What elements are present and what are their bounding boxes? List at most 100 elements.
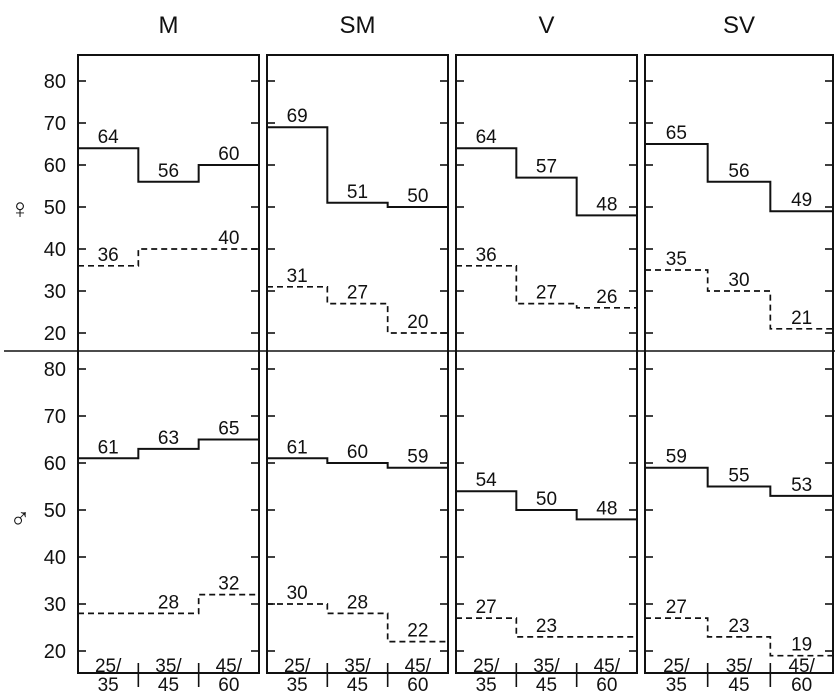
y-tick-label-female-40: 40 xyxy=(44,239,66,261)
data-label-dashed-male: 22 xyxy=(407,621,428,642)
step-line-dashed-female-v xyxy=(456,264,637,309)
step-line-dashed-female-sv xyxy=(645,269,833,330)
data-label-solid-female: 51 xyxy=(347,182,368,203)
data-label-dashed-female: 27 xyxy=(347,283,368,304)
data-label-solid-male: 60 xyxy=(347,442,368,463)
y-tick-label-male-20: 20 xyxy=(44,641,66,663)
data-label-dashed-male: 19 xyxy=(791,635,812,656)
x-category-label: 25/35 xyxy=(284,656,311,695)
x-category-label: 45/60 xyxy=(594,656,621,695)
panel-frame-1 xyxy=(266,54,449,674)
data-label-solid-male: 50 xyxy=(536,489,557,510)
data-label-solid-female: 48 xyxy=(596,194,617,215)
step-line-dashed-female-m xyxy=(78,248,259,267)
panel-title-sv: SV xyxy=(723,12,755,39)
y-tick-label-female-20: 20 xyxy=(44,323,66,345)
data-label-dashed-male: 23 xyxy=(536,616,557,637)
data-label-dashed-male: 30 xyxy=(287,583,308,604)
data-label-solid-female: 57 xyxy=(536,157,557,178)
data-label-solid-female: 56 xyxy=(158,161,179,182)
x-category-label: 25/35 xyxy=(95,656,122,695)
y-tick-label-female-50: 50 xyxy=(44,197,66,219)
data-label-dashed-male: 28 xyxy=(158,592,179,613)
step-line-solid-male-m xyxy=(78,438,259,460)
data-label-dashed-male: 28 xyxy=(347,592,368,613)
step-line-dashed-male-v xyxy=(456,617,637,638)
panel-title-m: M xyxy=(159,12,179,39)
axis-ticks xyxy=(78,80,833,687)
y-tick-label-female-30: 30 xyxy=(44,281,66,303)
panel-frames xyxy=(4,54,835,674)
x-category-label: 45/60 xyxy=(405,656,432,695)
data-label-dashed-female: 31 xyxy=(287,266,308,287)
data-label-dashed-female: 30 xyxy=(728,270,749,291)
data-label-solid-male: 59 xyxy=(407,447,428,468)
data-label-dashed-female: 40 xyxy=(218,228,239,249)
panel-title-sm: SM xyxy=(340,12,376,39)
y-tick-label-female-80: 80 xyxy=(44,71,66,93)
step-line-solid-female-sm xyxy=(267,126,448,208)
step-line-solid-female-m xyxy=(78,147,259,183)
data-label-dashed-female: 35 xyxy=(666,249,687,270)
data-label-solid-male: 63 xyxy=(158,428,179,449)
data-label-dashed-male: 27 xyxy=(476,597,497,618)
data-label-solid-female: 64 xyxy=(476,127,498,148)
step-line-solid-male-v xyxy=(456,490,637,521)
data-label-solid-male: 65 xyxy=(218,419,239,440)
data-label-solid-female: 69 xyxy=(287,106,308,127)
panel-title-v: V xyxy=(538,12,554,39)
data-label-dashed-female: 36 xyxy=(476,245,497,266)
x-category-label: 35/45 xyxy=(155,656,182,695)
y-tick-label-male-60: 60 xyxy=(44,453,66,475)
step-line-solid-female-v xyxy=(456,147,637,217)
y-tick-label-male-50: 50 xyxy=(44,500,66,522)
y-tick-label-female-60: 60 xyxy=(44,155,66,177)
x-category-label: 45/60 xyxy=(788,656,815,695)
data-label-dashed-male: 27 xyxy=(666,597,687,618)
data-label-solid-female: 64 xyxy=(98,127,120,148)
step-line-solid-male-sm xyxy=(267,457,448,469)
x-category-label: 45/60 xyxy=(216,656,243,695)
step-line-solid-female-sv xyxy=(645,143,833,213)
y-tick-label-male-80: 80 xyxy=(44,359,66,381)
data-label-solid-female: 65 xyxy=(666,123,687,144)
male-symbol-label: ♂ xyxy=(10,503,31,534)
data-label-dashed-female: 21 xyxy=(791,308,812,329)
y-tick-label-female-70: 70 xyxy=(44,113,66,135)
data-label-dashed-male: 32 xyxy=(218,574,239,595)
data-label-dashed-female: 27 xyxy=(536,283,557,304)
y-tick-label-male-30: 30 xyxy=(44,594,66,616)
data-label-solid-male: 53 xyxy=(791,475,812,496)
data-label-solid-male: 61 xyxy=(287,437,308,458)
step-line-dashed-male-sm xyxy=(267,603,448,643)
data-label-solid-male: 59 xyxy=(666,447,687,468)
x-category-label: 25/35 xyxy=(663,656,690,695)
data-label-solid-male: 61 xyxy=(98,437,119,458)
y-tick-label-male-40: 40 xyxy=(44,547,66,569)
x-category-label: 35/45 xyxy=(726,656,753,695)
data-lines xyxy=(78,126,833,657)
x-category-label: 25/35 xyxy=(473,656,500,695)
data-label-solid-female: 49 xyxy=(791,190,812,211)
step-line-solid-male-sv xyxy=(645,466,833,497)
data-label-solid-female: 56 xyxy=(728,161,749,182)
data-label-dashed-female: 20 xyxy=(407,312,428,333)
panel-frame-2 xyxy=(455,54,638,674)
data-label-dashed-female: 36 xyxy=(98,245,119,266)
y-tick-label-male-70: 70 xyxy=(44,406,66,428)
x-category-label: 35/45 xyxy=(344,656,371,695)
data-label-solid-male: 54 xyxy=(476,470,498,491)
step-line-dashed-female-sm xyxy=(267,285,448,334)
panel-frame-0 xyxy=(77,54,260,674)
data-label-dashed-female: 26 xyxy=(596,287,617,308)
data-label-solid-female: 50 xyxy=(407,186,428,207)
data-label-dashed-male: 23 xyxy=(728,616,749,637)
x-category-label: 35/45 xyxy=(533,656,560,695)
data-label-solid-female: 60 xyxy=(218,144,239,165)
text-labels: M SM V SV ♀ ♂ 20 30 40 50 60 70 80 20 30 40 50 60 70 80 25/3… xyxy=(10,12,816,695)
data-label-solid-male: 55 xyxy=(728,466,749,487)
step-line-dashed-male-sv xyxy=(645,617,833,657)
female-symbol-label: ♀ xyxy=(10,193,31,224)
step-line-dashed-male-m xyxy=(78,593,259,615)
